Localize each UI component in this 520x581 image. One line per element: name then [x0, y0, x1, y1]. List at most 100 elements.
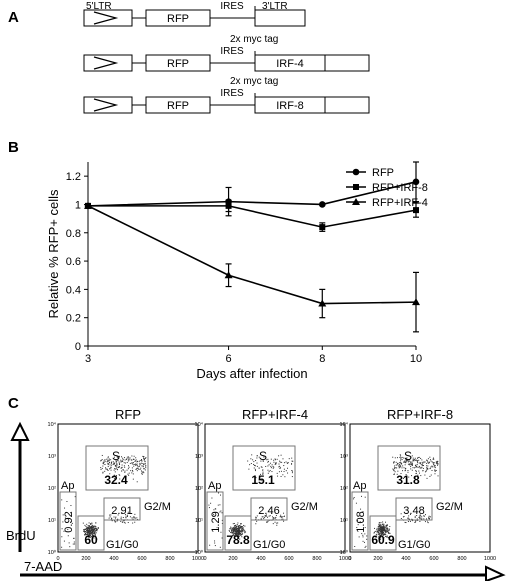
- flow-x-tick-label: 800: [165, 556, 174, 562]
- flow-x-tick-label: 600: [284, 556, 293, 562]
- flow-y-tick-label: 10³: [48, 454, 56, 460]
- panel-b-label: B: [8, 139, 19, 156]
- ltr5-box: [83, 54, 133, 72]
- ltr-arrow-icon: [93, 11, 119, 25]
- panel-a-label: A: [8, 9, 19, 26]
- g2m-gate: [395, 497, 433, 521]
- flow-y-tick-label: 10¹: [48, 518, 56, 524]
- series-rfp-irf-4: [84, 201, 420, 333]
- data-point-circle: [352, 168, 360, 176]
- flow-y-tick-label: 10²: [340, 486, 348, 492]
- g1g0-gate-label: G1/G0: [253, 539, 285, 551]
- g2m-gate-value: 3.48: [403, 505, 424, 517]
- flow-x-tick-label: 1000: [192, 556, 204, 562]
- ltr-arrow-icon: [93, 56, 119, 70]
- flow-plot-title: RFP: [115, 407, 141, 422]
- ltr5-label: 5'LTR: [86, 1, 112, 12]
- data-point-square: [353, 184, 359, 190]
- scatter-dots: [353, 454, 439, 548]
- g2m-gate-value: 2.46: [258, 505, 279, 517]
- flow-x-tick-label: 600: [137, 556, 146, 562]
- brdu-axis: [10, 421, 30, 552]
- 7aad-axis: [20, 565, 506, 581]
- flow-y-tick-label: 10⁴: [195, 421, 204, 428]
- scatter-dots: [61, 454, 147, 548]
- flow-x-tick-label: 600: [429, 556, 438, 562]
- legend-entry: RFP+IRF-4: [372, 197, 428, 209]
- scatter-dots: [208, 454, 294, 548]
- construct-row: RFP IRES 5'LTR 3'LTR: [83, 1, 306, 27]
- y-tick-label: 1: [75, 199, 81, 211]
- flow-y-tick-label: 10⁰: [340, 549, 349, 556]
- flow-y-tick-label: 10¹: [340, 518, 348, 524]
- rfp-label: RFP: [167, 58, 189, 70]
- ap-gate-label: Ap: [61, 480, 74, 492]
- ltr3-label: 3'LTR: [262, 1, 288, 12]
- ap-gate: [59, 491, 77, 551]
- line-chart: 0 0.2 0.4 0.6 0.8 1 1.2 3 6 8 10 Days after infecti…: [46, 161, 428, 381]
- x-tick-label: 10: [410, 353, 422, 365]
- ap-gate-label: Ap: [208, 480, 221, 492]
- s-gate: [377, 445, 441, 491]
- brdu-axis-label: BrdU: [6, 528, 36, 543]
- g1g0-gate-label: G1/G0: [106, 539, 138, 551]
- flow-x-tick-label: 200: [81, 556, 90, 562]
- flow-x-tick-label: 400: [401, 556, 410, 562]
- data-point-triangle: [224, 271, 233, 279]
- g1g0-gate: [369, 515, 397, 551]
- g2m-gate-label: G2/M: [291, 501, 318, 513]
- g2m-gate-label: G2/M: [436, 501, 463, 513]
- ltr-arrow-icon: [93, 98, 119, 112]
- ires-label: IRES: [220, 1, 244, 12]
- flow-y-tick-label: 10²: [48, 486, 56, 492]
- data-point-circle: [318, 201, 326, 208]
- g1g0-gate: [224, 515, 252, 551]
- data-point-square: [413, 207, 419, 214]
- flow-plot-title: RFP+IRF-4: [242, 407, 308, 422]
- flow-y-tick-label: 10⁴: [340, 421, 349, 428]
- ap-gate-value: 0.92: [63, 511, 75, 532]
- flow-x-tick-label: 200: [228, 556, 237, 562]
- s-gate-label: S: [404, 449, 412, 463]
- data-point-square: [319, 224, 326, 231]
- ap-gate-label: Ap: [353, 480, 366, 492]
- irf-label: IRF-4: [276, 58, 304, 70]
- panel-c-label: C: [8, 395, 19, 412]
- flow-x-tick-label: 1000: [484, 556, 496, 562]
- data-point-triangle: [318, 299, 327, 307]
- flow-y-tick-label: 10⁴: [48, 421, 57, 428]
- flow-plot: RFP+IRF-80 200 400 600 800 100010⁰10¹10²10³10…: [340, 407, 497, 562]
- flow-x-tick-label: 200: [373, 556, 382, 562]
- s-gate-value: 31.8: [396, 473, 420, 487]
- y-tick-label: 0.4: [66, 284, 81, 296]
- flow-x-tick-label: 0: [203, 556, 206, 562]
- myc-tag-label: 2x myc tag: [230, 76, 278, 87]
- plot-frame: [57, 423, 199, 553]
- ltr3-box: [324, 96, 370, 114]
- flow-x-tick-label: 400: [256, 556, 265, 562]
- x-axis-label: Days after infection: [196, 366, 307, 381]
- irf-label: IRF-8: [276, 100, 304, 112]
- g2m-gate: [103, 497, 141, 521]
- g1g0-gate-label: G1/G0: [398, 539, 430, 551]
- s-gate: [232, 445, 296, 491]
- ap-gate-value: 1.29: [210, 511, 222, 532]
- data-point-triangle: [412, 298, 420, 306]
- rfp-label: RFP: [167, 100, 189, 112]
- ap-gate: [351, 491, 369, 551]
- flow-x-tick-label: 1000: [339, 556, 351, 562]
- data-point-circle: [412, 178, 420, 186]
- flow-y-tick-label: 10³: [195, 454, 203, 460]
- series-rfp: [84, 161, 420, 217]
- g1g0-gate-value: 60: [84, 533, 98, 547]
- ltr5-box: [83, 9, 133, 27]
- flow-plot: RFP+IRF-40 200 400 600 800 100010⁰10¹10²10³10…: [195, 407, 352, 562]
- series-line: [87, 181, 417, 207]
- y-tick-label: 0: [75, 341, 81, 353]
- ap-gate-value: 1.08: [355, 511, 367, 532]
- y-tick-label: 0.2: [66, 313, 81, 325]
- g1g0-gate-value: 78.8: [226, 533, 250, 547]
